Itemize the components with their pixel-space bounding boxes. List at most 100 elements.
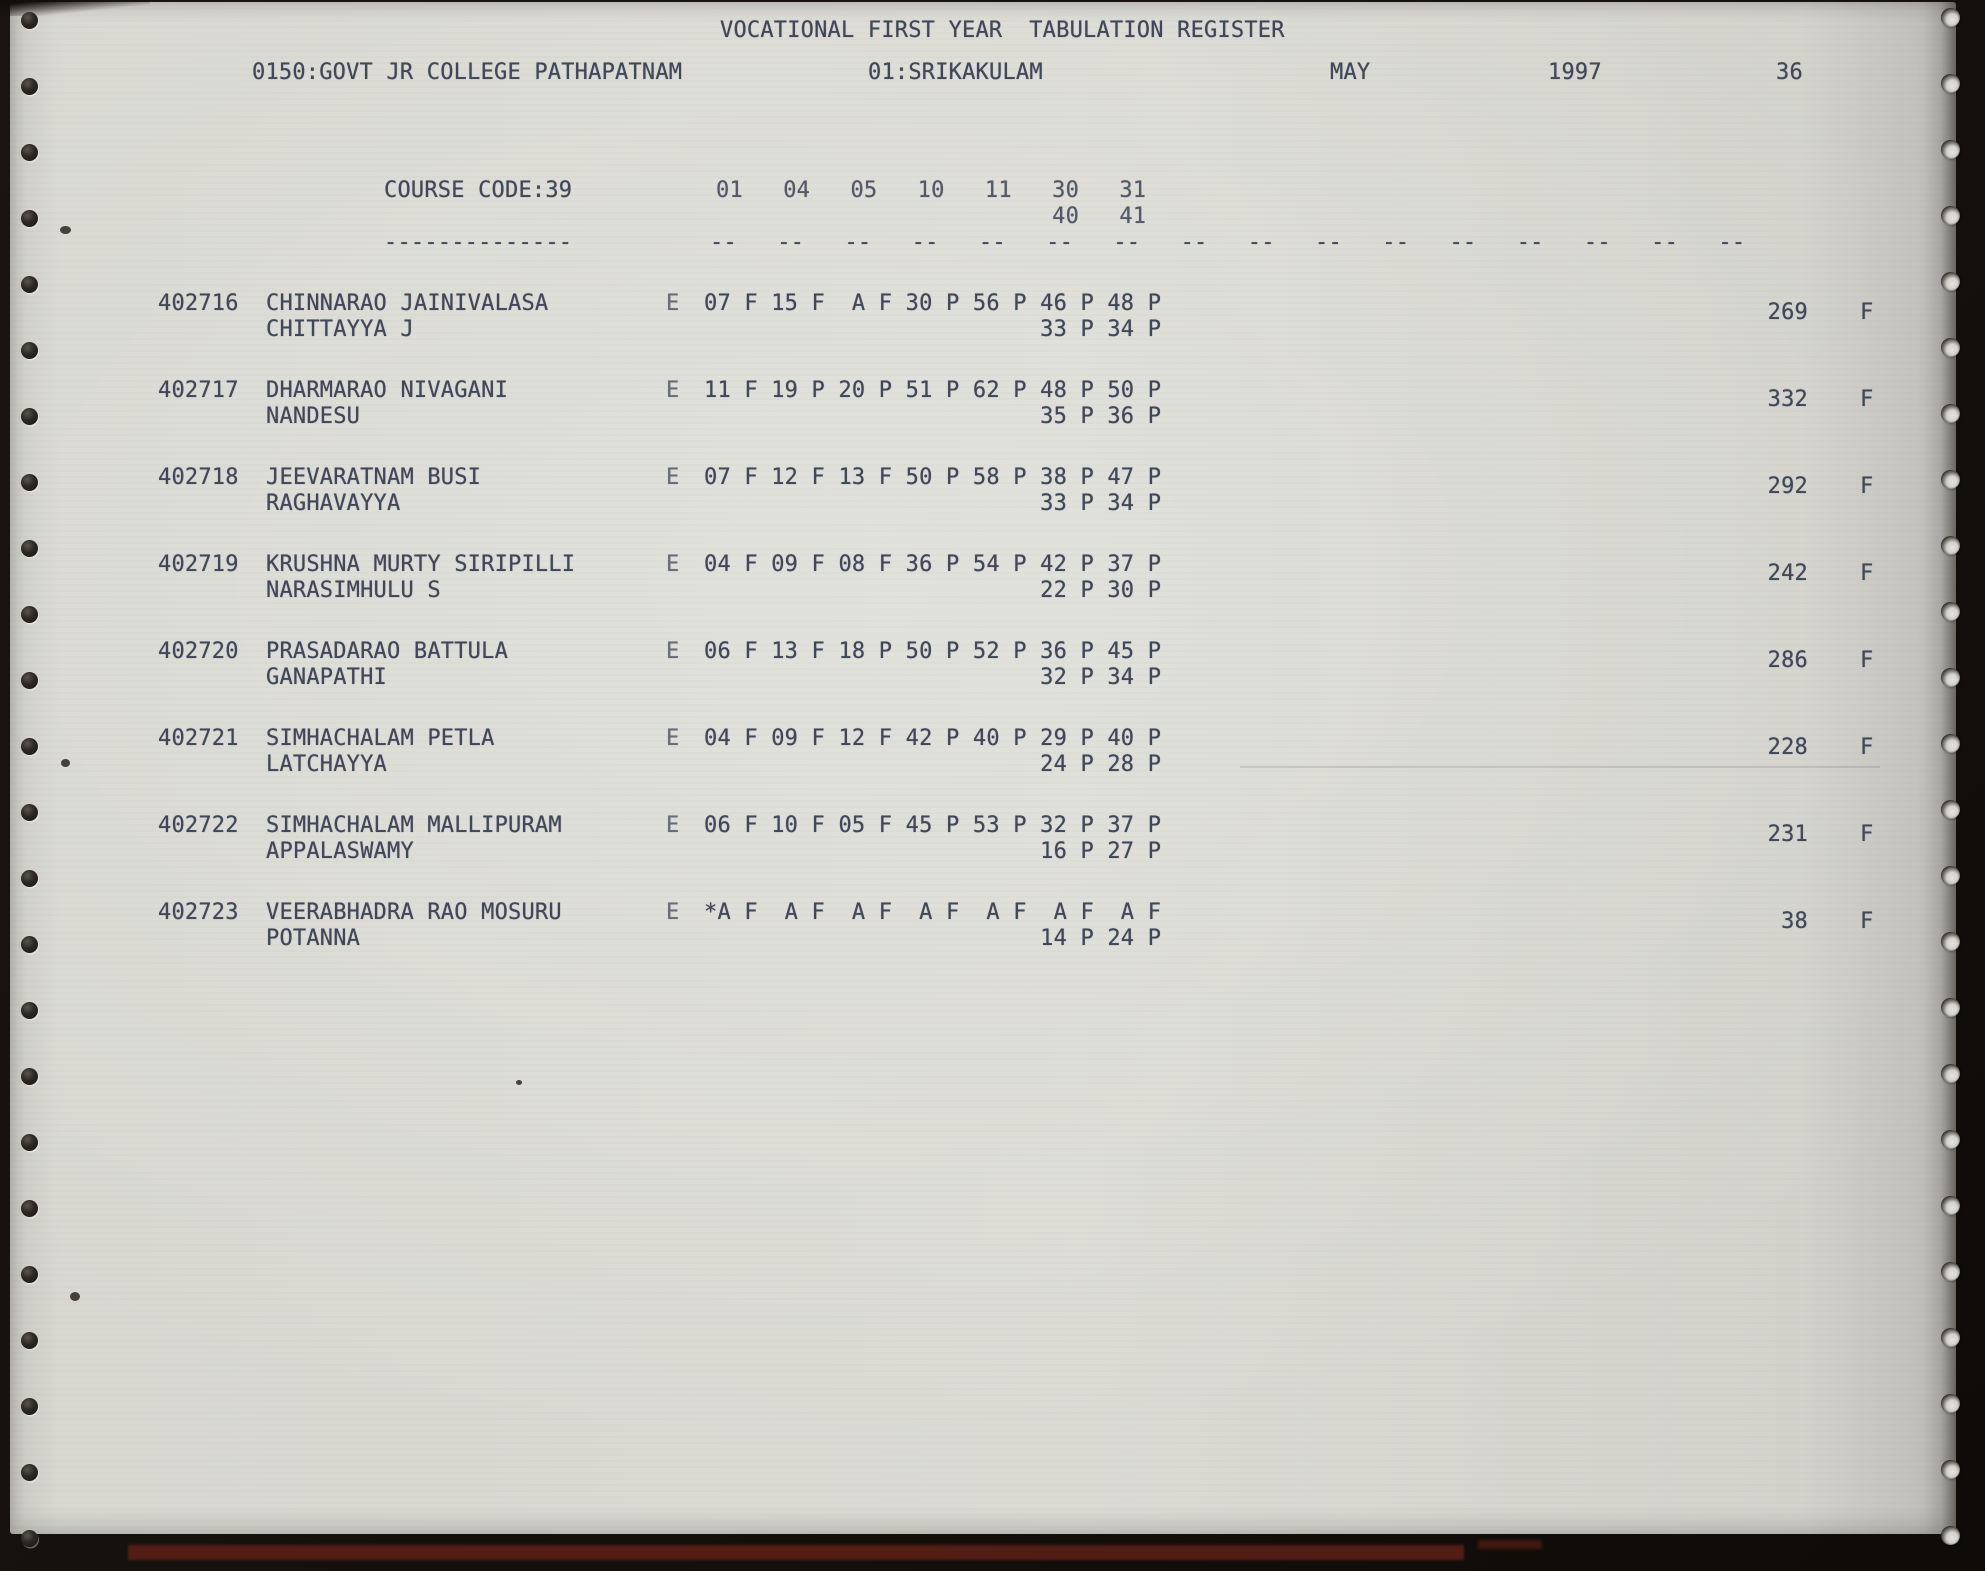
medium-flag: E (666, 639, 680, 664)
sprocket-hole (21, 210, 38, 227)
medium-flag: E (666, 378, 680, 403)
marks-line2: 22 P 30 P (704, 578, 1162, 603)
medium-flag: E (666, 813, 680, 838)
roll-number: 402722 (158, 813, 239, 838)
sprocket-hole (21, 78, 38, 95)
year-header: 1997 (1548, 60, 1602, 85)
marks-line1: 06 F 10 F 05 F 45 P 53 P 32 P 37 P (704, 813, 1162, 838)
ink-speck (70, 1292, 80, 1301)
student-row: 402723 VEERABHADRA RAO MOSURU POTANNA E … (10, 900, 1956, 964)
sprocket-hole (1941, 932, 1960, 951)
student-row: 402716 CHINNARAO JAINIVALASA CHITTAYYA J… (10, 291, 1956, 355)
marks-line2: 16 P 27 P (704, 839, 1162, 864)
medium-flag: E (666, 291, 680, 316)
student-name-line1: SIMHACHALAM PETLA (266, 726, 495, 751)
month-header: MAY (1330, 60, 1371, 85)
sprocket-hole (21, 1200, 38, 1217)
sprocket-hole (1941, 734, 1960, 753)
student-name-line1: KRUSHNA MURTY SIRIPILLI (266, 552, 576, 577)
roll-number: 402721 (158, 726, 239, 751)
sprocket-hole (21, 870, 38, 887)
roll-number: 402718 (158, 465, 239, 490)
student-row: 402721 SIMHACHALAM PETLA LATCHAYYA E 04 … (10, 726, 1956, 790)
marks-line2: 24 P 28 P (704, 752, 1162, 777)
ink-speck (516, 1080, 522, 1085)
course-code-underline: -------------- (384, 230, 573, 255)
student-name-line2: POTANNA (266, 926, 361, 951)
sprocket-hole (21, 1134, 38, 1151)
student-name-line2: CHITTAYYA J (266, 317, 414, 342)
sprocket-hole (1941, 1064, 1960, 1083)
student-name-line2: GANAPATHI (266, 665, 388, 690)
student-row: 402718 JEEVARATNAM BUSI RAGHAVAYYA E 07 … (10, 465, 1956, 529)
marks-line1: 04 F 09 F 12 F 42 P 40 P 29 P 40 P (704, 726, 1162, 751)
sprocket-hole (1941, 1460, 1960, 1479)
district-header: 01:SRIKAKULAM (868, 60, 1043, 85)
sprocket-hole (1941, 602, 1960, 621)
sprocket-hole (21, 1464, 38, 1481)
total-marks: 332 (1767, 387, 1808, 412)
sprocket-hole (21, 540, 38, 557)
student-name-line2: LATCHAYYA (266, 752, 388, 777)
marks-line1: 06 F 13 F 18 P 50 P 52 P 36 P 45 P (704, 639, 1162, 664)
paper-sheet: VOCATIONAL FIRST YEAR TABULATION REGISTE… (10, 2, 1956, 1534)
photo-corner-shadow (0, 0, 150, 16)
sprocket-hole (21, 1068, 38, 1085)
sprocket-hole (21, 1398, 38, 1415)
medium-flag: E (666, 900, 680, 925)
total-marks: 269 (1767, 300, 1808, 325)
student-name-line2: RAGHAVAYYA (266, 491, 401, 516)
sprocket-hole (21, 276, 38, 293)
student-row: 402717 DHARMARAO NIVAGANI NANDESU E 11 F… (10, 378, 1956, 442)
college-header: 0150:GOVT JR COLLEGE PATHAPATNAM (252, 60, 683, 85)
marks-line2: 33 P 34 P (704, 317, 1162, 342)
student-name-line2: NANDESU (266, 404, 361, 429)
result-flag: F (1860, 822, 1874, 847)
paper-right-edge-shade (1924, 2, 1956, 1534)
sprocket-hole (1941, 1328, 1960, 1347)
student-name-line1: PRASADARAO BATTULA (266, 639, 509, 664)
maroon-edge (1478, 1540, 1542, 1549)
sprocket-hole (21, 672, 38, 689)
result-flag: F (1860, 474, 1874, 499)
ink-speck (60, 226, 71, 234)
sprocket-hole (1941, 1196, 1960, 1215)
sprocket-hole (1941, 272, 1960, 291)
sprocket-hole (21, 342, 38, 359)
marks-line1: 04 F 09 F 08 F 36 P 54 P 42 P 37 P (704, 552, 1162, 577)
sprocket-hole (1941, 8, 1960, 27)
total-marks: 242 (1767, 561, 1808, 586)
sprocket-hole (21, 12, 38, 29)
sprocket-hole (1941, 338, 1960, 357)
sprocket-hole (1941, 668, 1960, 687)
sprocket-hole (1941, 404, 1960, 423)
page-title: VOCATIONAL FIRST YEAR TABULATION REGISTE… (720, 18, 1285, 43)
student-name-line1: SIMHACHALAM MALLIPURAM (266, 813, 562, 838)
marks-line2: 35 P 36 P (704, 404, 1162, 429)
sprocket-hole (1941, 998, 1960, 1017)
sprocket-hole (21, 804, 38, 821)
subject-codes-row1: 01 04 05 10 11 30 31 (716, 178, 1147, 203)
student-name-line2: APPALASWAMY (266, 839, 414, 864)
marks-line2: 14 P 24 P (704, 926, 1162, 951)
sprocket-hole (1941, 1262, 1960, 1281)
sprocket-hole (21, 408, 38, 425)
marks-line1: 07 F 15 F A F 30 P 56 P 46 P 48 P (704, 291, 1162, 316)
total-marks: 286 (1767, 648, 1808, 673)
sprocket-hole (21, 474, 38, 491)
medium-flag: E (666, 726, 680, 751)
sprocket-hole (1941, 74, 1960, 93)
sprocket-hole (21, 1530, 38, 1547)
marks-line1: *A F A F A F A F A F A F A F (704, 900, 1162, 925)
roll-number: 402717 (158, 378, 239, 403)
result-flag: F (1860, 561, 1874, 586)
sprocket-hole (1941, 1526, 1960, 1545)
marks-line1: 11 F 19 P 20 P 51 P 62 P 48 P 50 P (704, 378, 1162, 403)
roll-number: 402720 (158, 639, 239, 664)
result-flag: F (1860, 909, 1874, 934)
total-marks: 228 (1767, 735, 1808, 760)
sprocket-hole (1941, 470, 1960, 489)
student-name-line1: JEEVARATNAM BUSI (266, 465, 482, 490)
result-flag: F (1860, 300, 1874, 325)
student-name-line1: VEERABHADRA RAO MOSURU (266, 900, 562, 925)
